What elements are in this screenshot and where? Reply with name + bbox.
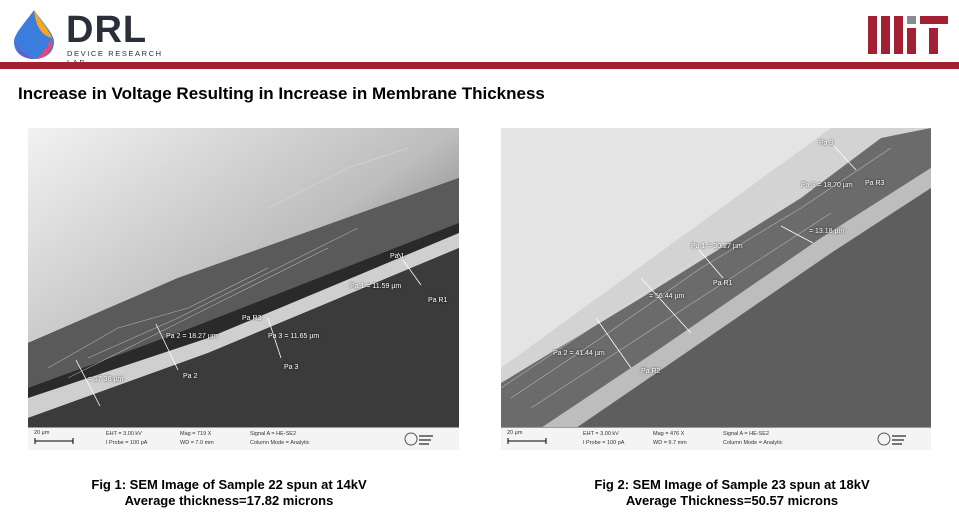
annotation: Pa 1 [390, 253, 405, 260]
annotation: Pa 1 = 11.59 µm [350, 283, 402, 290]
mag: Mag = 476 X [653, 431, 685, 437]
annotation: Pa R3 [865, 180, 885, 187]
annotation: = 17.36 µm [88, 376, 124, 383]
caption-line: Average thickness=17.82 microns [124, 493, 334, 508]
iprobe: I Probe = 100 pA [106, 440, 148, 446]
slide-title: Increase in Voltage Resulting in Increas… [18, 84, 545, 103]
annotation: Pa 1 = 30.27 µm [691, 243, 743, 250]
annotation: Pa 2 [183, 373, 198, 380]
logo-text: DRL [66, 9, 148, 51]
drl-drop-icon [14, 10, 54, 59]
annotation: Pa R1 [713, 280, 733, 287]
annotation: Pa R3 [242, 315, 262, 322]
mag: Mag = 719 X [180, 431, 212, 437]
sem-image-1-graphic [28, 128, 459, 428]
column-mode: Column Mode = Analytic [250, 440, 310, 446]
caption-line: Fig 2: SEM Image of Sample 23 spun at 18… [594, 477, 870, 492]
signal: Signal A = HE-SE2 [723, 431, 770, 437]
annotation: Pa 2 = 41.44 µm [553, 350, 605, 357]
caption-line: Average Thickness=50.57 microns [625, 493, 839, 508]
signal: Signal A = HE-SE2 [250, 431, 297, 437]
annotation: Pa R2 [641, 368, 661, 375]
lab-seal-icon [877, 432, 906, 446]
iprobe: I Probe = 100 pA [583, 440, 625, 446]
sem-image-1: Pa 1 Pa 1 = 11.59 µm Pa R1 Pa R3 Pa 2 = … [28, 128, 459, 450]
wd: WD = 9.7 mm [653, 440, 687, 446]
annotation: Pa 2 = 18.27 µm [166, 333, 218, 340]
annotation: Pa 3 [819, 140, 834, 147]
scale-label: 20 µm [34, 430, 50, 436]
scale-bar [507, 438, 547, 444]
lab-seal-icon [404, 432, 433, 446]
drl-logo: DRL DEVICE RESEARCH LAB [10, 8, 170, 67]
annotation: Pa 3 = 11.65 µm [268, 333, 320, 340]
annotation: Pa 3 [284, 364, 299, 371]
sem-databar: 20 µm EHT = 3.00 kV I Probe = 100 pA Mag… [501, 427, 931, 450]
figure-2-caption: Fig 2: SEM Image of Sample 23 spun at 18… [512, 477, 952, 509]
caption-line: Fig 1: SEM Image of Sample 22 spun at 14… [91, 477, 367, 492]
column-mode: Column Mode = Analytic [723, 440, 783, 446]
mit-logo [868, 16, 948, 54]
annotation: = 13.18 µm [809, 228, 845, 235]
annotation: Pa 3 = 18.70 µm [801, 182, 853, 189]
wd: WD = 7.0 mm [180, 440, 214, 446]
scale-label: 20 µm [507, 430, 523, 436]
sem-databar: 20 µm EHT = 3.00 kV I Probe = 100 pA Mag… [28, 427, 459, 450]
sem-image-2: Pa 3 Pa 3 = 18.70 µm Pa R3 = 13.18 µm Pa… [501, 128, 931, 450]
figure-1-caption: Fig 1: SEM Image of Sample 22 spun at 14… [9, 477, 449, 509]
header-rule [0, 62, 959, 69]
eht: EHT = 3.00 kV [583, 431, 619, 437]
scale-bar [34, 438, 74, 444]
sem-image-2-graphic [501, 128, 931, 428]
annotation: Pa R1 [428, 297, 448, 304]
eht: EHT = 3.00 kV [106, 431, 142, 437]
annotation: = 56.44 µm [649, 293, 685, 300]
